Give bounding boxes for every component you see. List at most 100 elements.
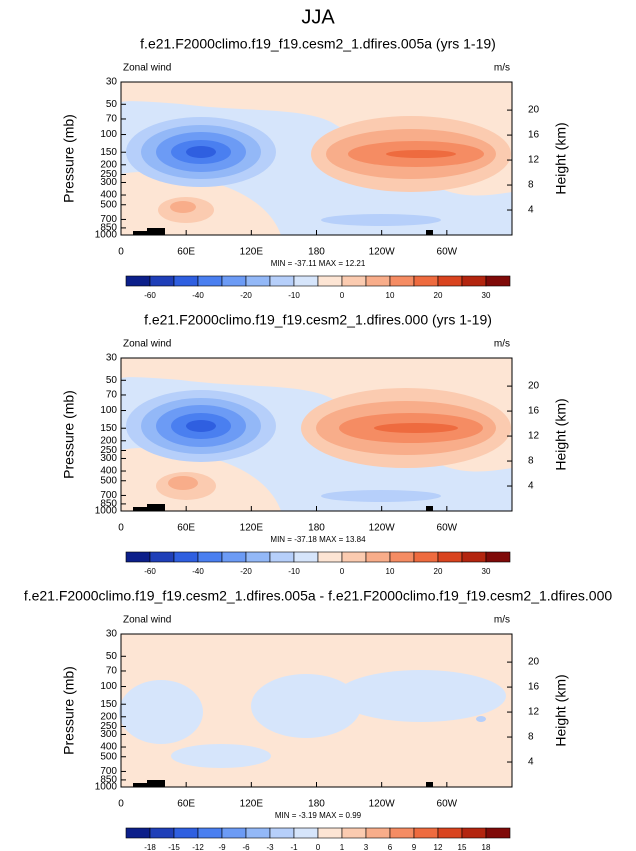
colorbar-label: -18 — [144, 843, 156, 851]
y-tick-label: 200 — [100, 159, 117, 170]
colorbar-label: 30 — [482, 567, 491, 576]
y2-axis-label: Height (km) — [553, 674, 569, 746]
panel-title: f.e21.F2000climo.f19_f19.cesm2_1.dfires.… — [144, 312, 492, 328]
colorbar-box — [461, 827, 487, 839]
colorbar-label: 15 — [458, 843, 467, 851]
y2-tick-label: 8 — [528, 180, 534, 191]
colorbar-box — [389, 551, 415, 563]
y-tick-label: 100 — [100, 405, 117, 416]
colorbar-box — [245, 827, 271, 839]
x-tick-label: 60W — [437, 523, 458, 534]
y2-tick-label: 4 — [528, 481, 534, 492]
contour-field — [121, 82, 512, 235]
y-tick-label: 500 — [100, 475, 117, 486]
colorbar-box — [389, 827, 415, 839]
colorbar-label: 0 — [340, 291, 345, 300]
colorbar-box — [149, 275, 175, 287]
y-tick-label: 1000 — [95, 782, 118, 793]
y-tick-label: 300 — [100, 453, 117, 464]
colorbar-box — [485, 827, 511, 839]
y-tick-label: 850 — [100, 499, 117, 510]
y-tick-label: 150 — [100, 423, 117, 434]
contour-field — [119, 634, 512, 787]
y-tick-label: 400 — [100, 742, 117, 753]
y-tick-label: 70 — [106, 114, 118, 125]
colorbar-box — [365, 827, 391, 839]
y2-tick-label: 16 — [528, 682, 540, 693]
y2-tick-label: 20 — [528, 105, 540, 116]
y-tick-label: 1000 — [95, 230, 118, 241]
colorbar-label: 18 — [482, 843, 491, 851]
colorbar-label: -1 — [290, 843, 298, 851]
colorbar-box — [293, 551, 319, 563]
colorbar-label: -15 — [168, 843, 180, 851]
y2-tick-label: 8 — [528, 732, 534, 743]
y-tick-label: 400 — [100, 190, 117, 201]
y-tick-label: 150 — [100, 147, 117, 158]
y-tick-label: 30 — [106, 353, 118, 364]
y-tick-label: 300 — [100, 729, 117, 740]
y2-tick-label: 4 — [528, 205, 534, 216]
x-tick-label: 120E — [240, 247, 264, 258]
colorbar-label: -6 — [242, 843, 250, 851]
colorbar-label: 10 — [386, 567, 395, 576]
colorbar-box — [125, 827, 151, 839]
y-tick-label: 1000 — [95, 506, 118, 517]
colorbar-box — [197, 551, 223, 563]
y-tick-label: 250 — [100, 721, 117, 732]
left-label: Zonal wind — [123, 339, 171, 350]
colorbar-label: -20 — [240, 291, 252, 300]
contour-field — [121, 358, 512, 511]
colorbar-box — [389, 275, 415, 287]
colorbar-box — [293, 827, 319, 839]
colorbar-box — [197, 275, 223, 287]
x-tick-label: 60E — [177, 799, 195, 810]
x-tick-label: 120W — [369, 247, 396, 258]
y2-tick-label: 16 — [528, 130, 540, 141]
x-tick-label: 180 — [308, 799, 325, 810]
y-tick-label: 700 — [100, 766, 117, 777]
colorbar-box — [173, 275, 199, 287]
left-label: Zonal wind — [123, 63, 171, 74]
colorbar-box — [149, 551, 175, 563]
y-tick-label: 70 — [106, 390, 118, 401]
colorbar-box — [485, 275, 511, 287]
colorbar-box — [317, 275, 343, 287]
y2-axis-label: Height (km) — [553, 122, 569, 194]
colorbar-box — [317, 827, 343, 839]
y2-tick-label: 20 — [528, 657, 540, 668]
colorbar-label: 9 — [412, 843, 417, 851]
y-axis-label: Pressure (mb) — [61, 390, 77, 479]
x-tick-label: 0 — [118, 799, 124, 810]
colorbar-label: -20 — [240, 567, 252, 576]
y-tick-label: 50 — [106, 375, 118, 386]
colorbar-label: 3 — [364, 843, 369, 851]
x-tick-label: 60W — [437, 799, 458, 810]
colorbar-box — [365, 275, 391, 287]
colorbar-box — [221, 827, 247, 839]
y-tick-label: 200 — [100, 711, 117, 722]
colorbar-box — [461, 275, 487, 287]
colorbar-label: 0 — [340, 567, 345, 576]
colorbar-label: -3 — [266, 843, 274, 851]
y2-tick-label: 16 — [528, 406, 540, 417]
left-label: Zonal wind — [123, 615, 171, 626]
min-max: MIN = -37.18 MAX = 13.84 — [270, 535, 366, 544]
y-tick-label: 30 — [106, 629, 118, 640]
y-tick-label: 500 — [100, 199, 117, 210]
y-tick-label: 150 — [100, 699, 117, 710]
colorbar-label: 6 — [388, 843, 393, 851]
y-tick-label: 700 — [100, 214, 117, 225]
colorbar-box — [413, 275, 439, 287]
y-tick-label: 300 — [100, 177, 117, 188]
colorbar-box — [341, 551, 367, 563]
colorbar-box — [413, 551, 439, 563]
y-axis-label: Pressure (mb) — [61, 666, 77, 755]
y2-tick-label: 12 — [528, 707, 540, 718]
y-axis-label: Pressure (mb) — [61, 114, 77, 203]
y-tick-label: 250 — [100, 169, 117, 180]
y2-tick-label: 12 — [528, 155, 540, 166]
y-tick-label: 200 — [100, 435, 117, 446]
colorbar-box — [173, 551, 199, 563]
y2-tick-label: 8 — [528, 456, 534, 467]
